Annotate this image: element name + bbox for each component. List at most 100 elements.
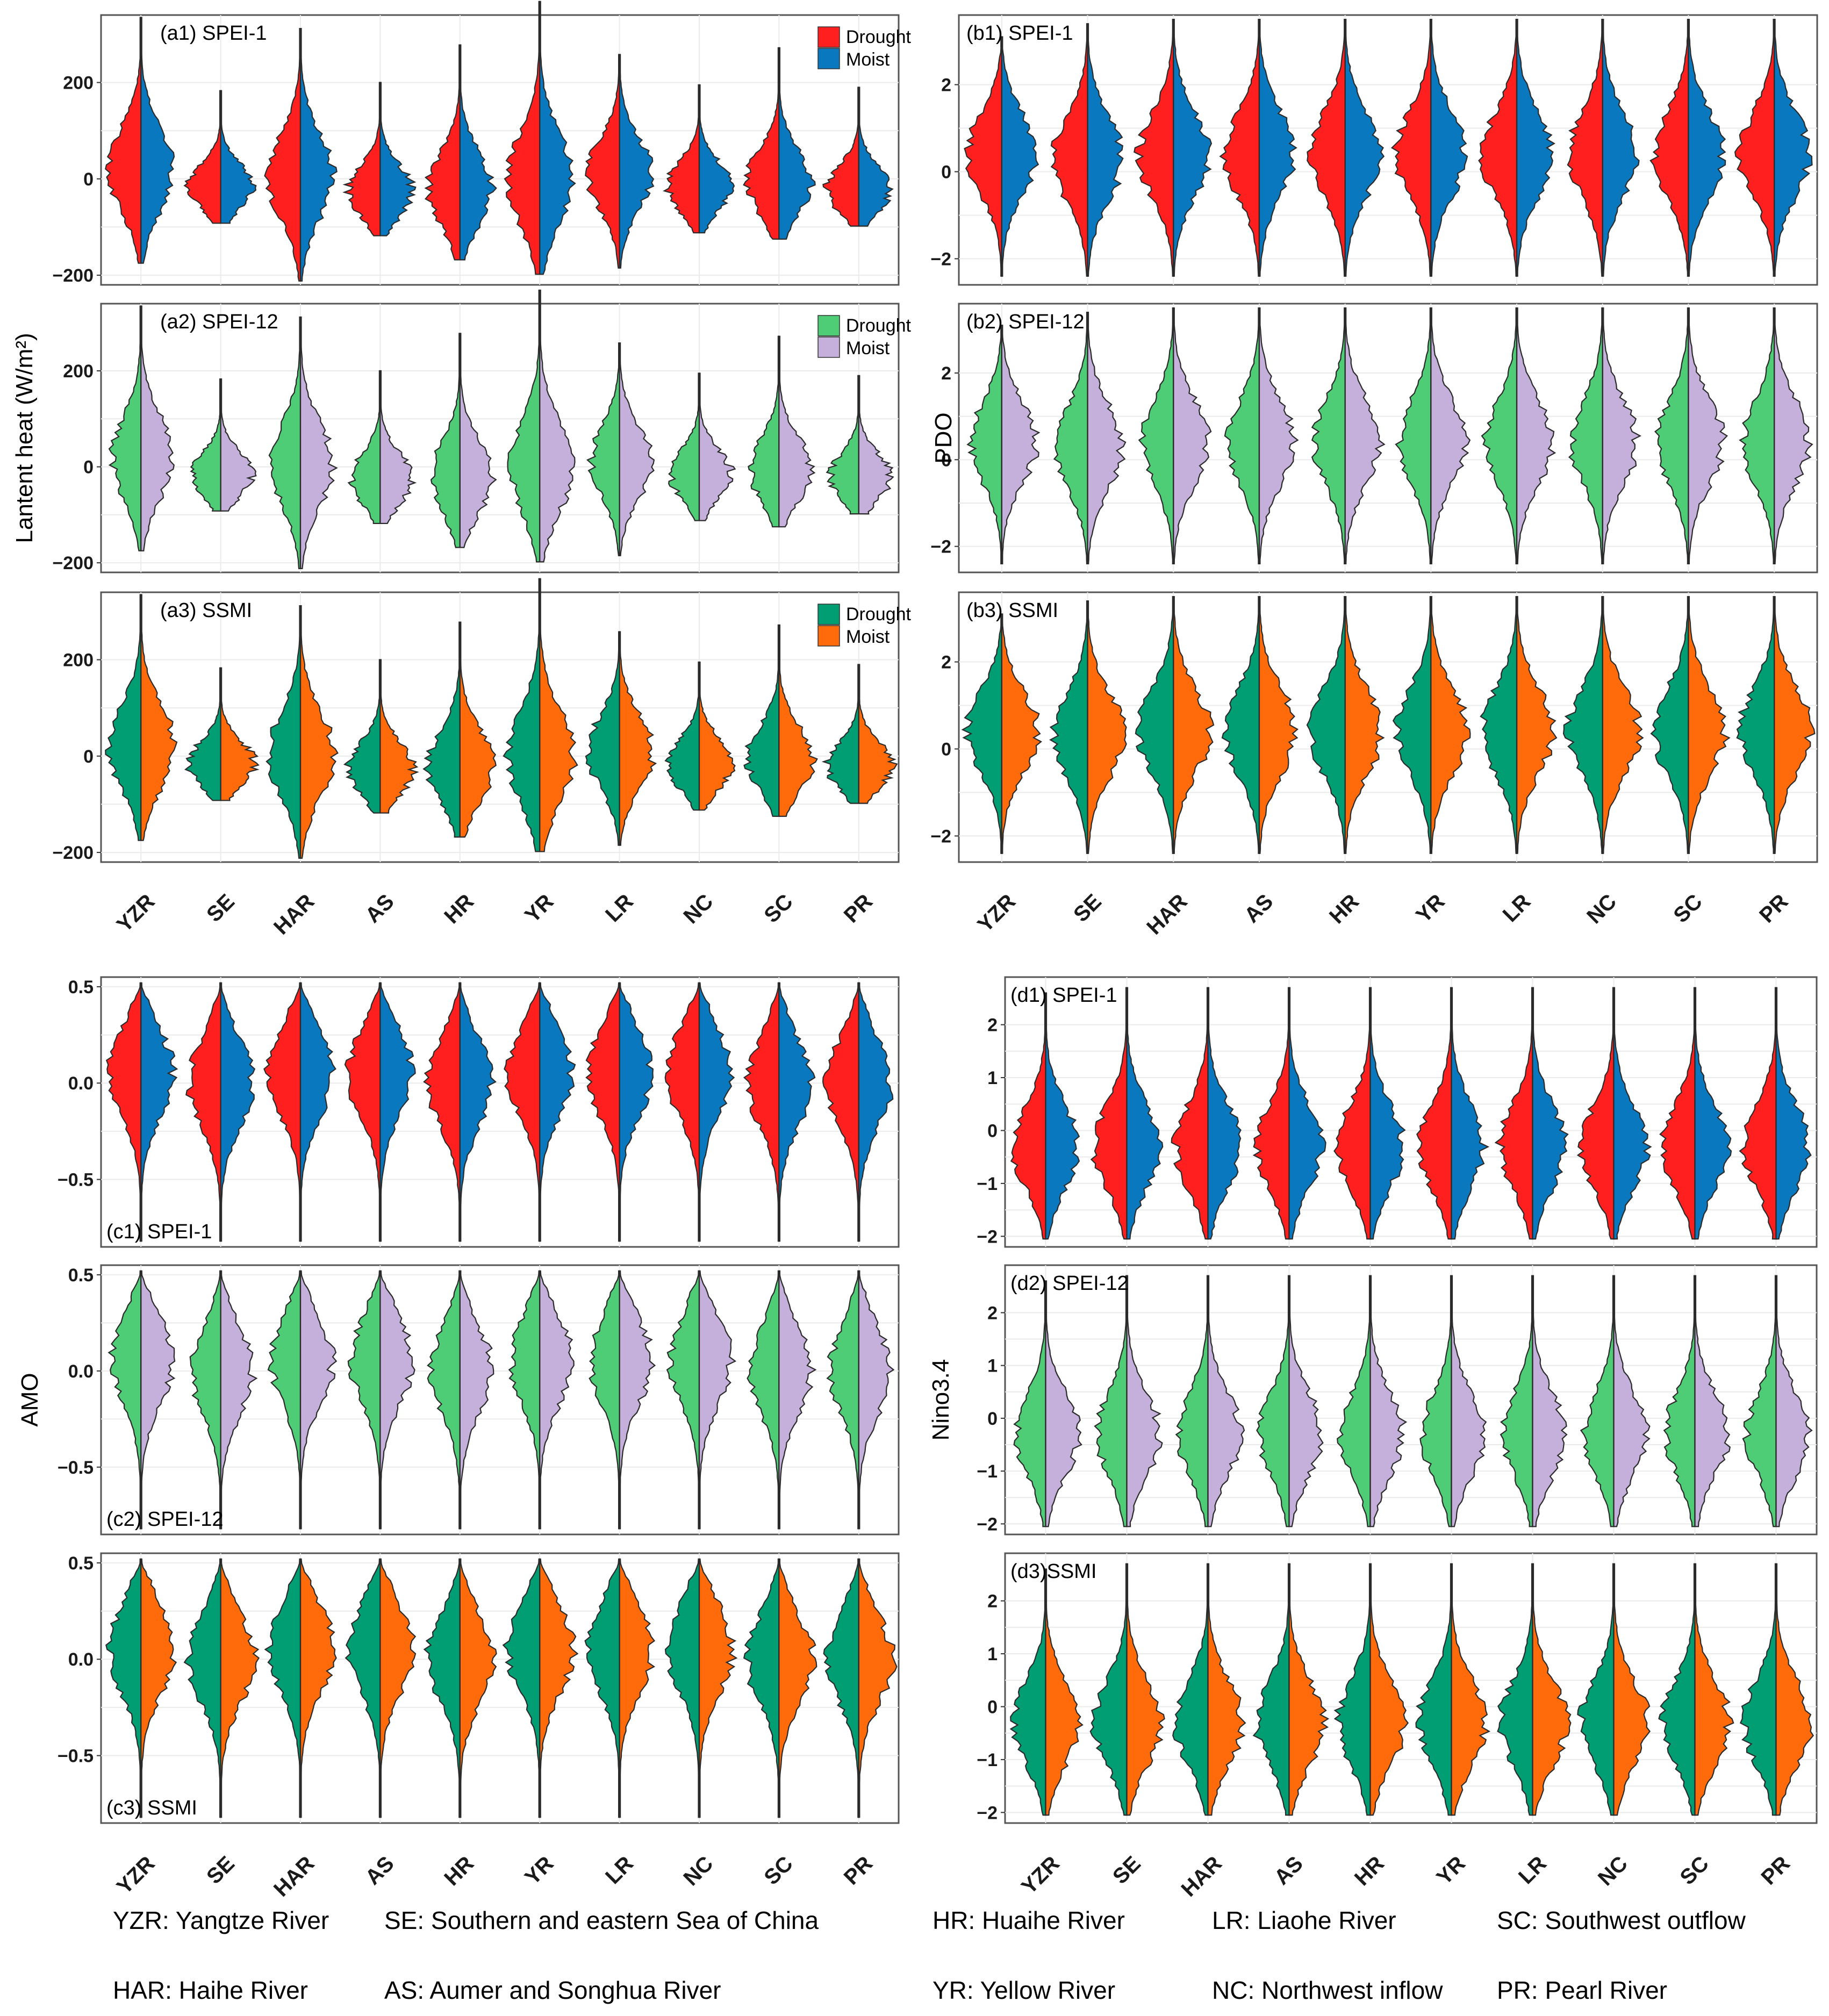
violin-drought-HR <box>427 1270 461 1530</box>
violin-moist-YR <box>1451 987 1490 1240</box>
y-tick-label: 0 <box>83 169 94 190</box>
y-tick-label: −200 <box>52 843 94 863</box>
violin-drought-SE <box>184 667 221 801</box>
legend-swatch-drought <box>817 604 840 625</box>
violin-drought-PR <box>1742 1275 1777 1527</box>
violin-drought-YZR <box>108 305 142 551</box>
violin-drought-LR <box>1497 1563 1533 1816</box>
violin-drought-AS <box>1256 1275 1290 1527</box>
legend-label-moist: Moist <box>846 49 890 70</box>
panel-label-b1: (b1) SPEI-1 <box>966 22 1073 45</box>
violin-moist-SC <box>778 47 816 240</box>
violin-drought-PR <box>1739 1563 1777 1816</box>
violin-drought-HAR <box>1172 1563 1209 1816</box>
panel-c1: 0.5 0.0 −0.5 (c1) SPEI-1 <box>58 976 900 1248</box>
x-tick-label-HAR: HAR <box>269 1852 319 1901</box>
violin-moist-NC <box>1602 596 1644 854</box>
violin-moist-AS <box>1288 1563 1330 1816</box>
x-tick-label-YR: YR <box>520 889 558 927</box>
violin-moist-LR <box>1532 1563 1572 1816</box>
y-tick-label: 2 <box>987 1591 998 1612</box>
violin-drought-YZR <box>966 325 1002 565</box>
y-tick-label: −200 <box>52 266 94 286</box>
violin-moist-NC <box>698 1558 738 1818</box>
violin-drought-YR <box>504 1 541 275</box>
violin-moist-YZR <box>1001 325 1041 565</box>
violin-drought-SE <box>190 378 221 512</box>
x-tick-label-SE: SE <box>1108 1852 1145 1889</box>
violin-moist-SE <box>220 378 257 512</box>
x-tick-label-SC: SC <box>759 889 797 927</box>
violin-drought-SE <box>185 982 221 1242</box>
violin-drought-YR <box>1415 1563 1452 1816</box>
violin-moist-YZR <box>1045 992 1080 1240</box>
panel-b1: 2 0 −2 (b1) SPEI-1 <box>930 14 1818 286</box>
violin-drought-HAR <box>1135 596 1174 854</box>
panel-b2: 2 0 −2 (b2) SPEI-12 <box>930 303 1818 573</box>
violin-drought-NC <box>1568 307 1603 565</box>
violin-moist-YZR <box>140 305 175 551</box>
note-har: HAR: Haihe River <box>113 1976 308 2004</box>
y-tick-label: 2 <box>941 363 951 384</box>
y-tick-label: −1 <box>977 1750 998 1770</box>
panel-label-b2: (b2) SPEI-12 <box>966 311 1085 333</box>
panel-label-a1: (a1) SPEI-1 <box>160 22 267 45</box>
panel-label-d1: (d1) SPEI-1 <box>1010 984 1117 1007</box>
group-c: 0.5 0.0 −0.5 (c1) SPEI-1 0.5 0.0 −0.5 (c2) SPEI… <box>17 976 900 1902</box>
violin-drought-SE <box>183 90 221 224</box>
violin-drought-HAR <box>264 1558 302 1818</box>
x-tick-label-PR: PR <box>1755 889 1792 927</box>
violin-moist-SC <box>778 1270 817 1530</box>
violin-moist-SE <box>1087 600 1127 854</box>
violin-drought-PR <box>1739 307 1775 565</box>
violin-drought-NC <box>663 84 700 234</box>
x-tick-label-NC: NC <box>679 889 718 928</box>
violin-moist-SE <box>1087 23 1124 277</box>
violin-drought-YZR <box>107 1270 142 1530</box>
violin-moist-LR <box>619 342 655 556</box>
y-tick-label: 0 <box>83 747 94 767</box>
x-tick-label-SC: SC <box>759 1852 797 1889</box>
x-tick-label-HR: HR <box>440 1852 478 1890</box>
violin-drought-AS <box>1252 1563 1290 1816</box>
violin-moist-YZR <box>140 1270 176 1530</box>
violin-drought-HR <box>430 333 461 548</box>
violin-moist-YR <box>539 578 578 852</box>
violin-moist-HAR <box>1173 307 1212 565</box>
violin-moist-SC <box>778 982 816 1242</box>
x-tick-label-HAR: HAR <box>1177 1852 1226 1901</box>
panel-label-c2: (c2) SPEI-12 <box>106 1508 224 1531</box>
x-tick-label-AS: AS <box>1240 889 1278 927</box>
violin-moist-HR <box>1344 596 1385 854</box>
y-tick-label: 200 <box>63 650 94 671</box>
legend-label-moist: Moist <box>846 627 890 647</box>
violin-moist-AS <box>379 82 417 236</box>
violin-moist-PR <box>858 982 894 1242</box>
x-tick-label-YR: YR <box>1432 1852 1469 1889</box>
violin-moist-NC <box>1602 307 1641 565</box>
legend-swatch-drought <box>817 26 840 48</box>
y-tick-label: −2 <box>977 1514 998 1534</box>
violin-drought-LR <box>1500 1275 1533 1527</box>
y-tick-label: −2 <box>977 1226 998 1247</box>
violin-drought-AS <box>345 1558 381 1818</box>
violin-drought-YZR <box>105 17 142 264</box>
violin-drought-HR <box>1307 18 1346 277</box>
violin-moist-LR <box>619 631 657 846</box>
violin-moist-NC <box>1613 1563 1651 1816</box>
violin-drought-SC <box>1649 18 1689 277</box>
violin-moist-YR <box>539 1558 579 1818</box>
y-tick-label: 0.0 <box>68 1361 94 1382</box>
violin-moist-LR <box>1532 1275 1568 1527</box>
violin-moist-YZR <box>140 982 178 1242</box>
note-as: AS: Aumer and Songhua River <box>384 1976 721 2004</box>
violin-moist-PR <box>1775 1275 1813 1527</box>
violin-moist-YR <box>1451 1563 1491 1816</box>
violin-drought-PR <box>826 1270 859 1530</box>
violin-moist-NC <box>1613 1275 1651 1527</box>
violin-drought-HAR <box>1138 307 1174 565</box>
violin-moist-NC <box>698 982 735 1242</box>
